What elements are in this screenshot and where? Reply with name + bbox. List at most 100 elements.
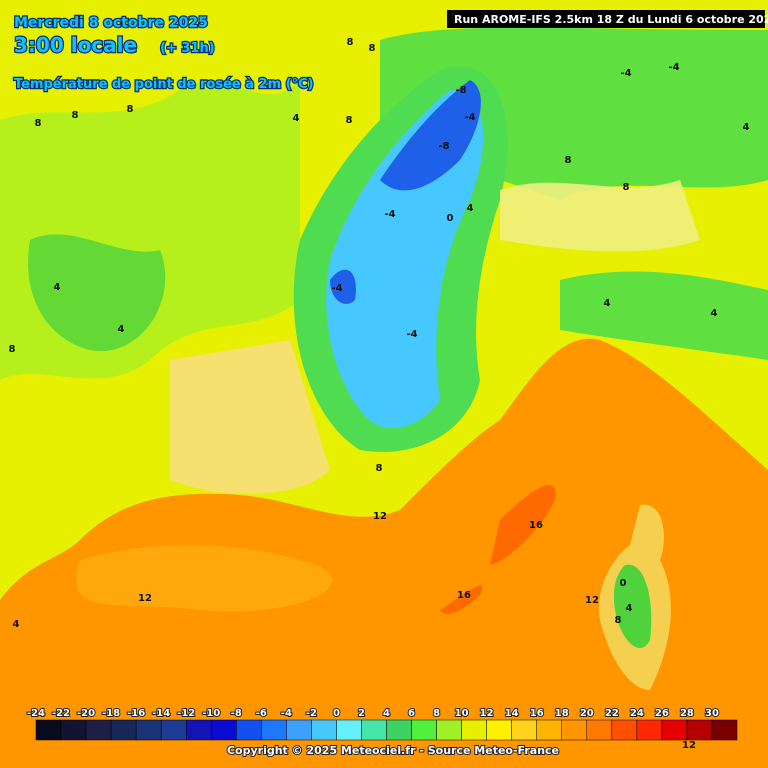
colorbar-swatch bbox=[486, 719, 512, 741]
colorbar-swatch bbox=[436, 719, 462, 741]
colorbar-swatch bbox=[211, 719, 237, 741]
footer: Copyright © 2025 Meteociel.fr - Source M… bbox=[227, 744, 559, 757]
colorbar-label: 4 bbox=[383, 708, 390, 719]
colorbar-label: 26 bbox=[655, 708, 669, 719]
contour-label: 8 bbox=[9, 344, 16, 355]
colorbar-label: -24 bbox=[27, 708, 45, 719]
contour-label: 8 bbox=[623, 182, 630, 193]
colorbar-swatch bbox=[586, 719, 613, 741]
colorbar-label: 20 bbox=[580, 708, 594, 719]
contour-label: 12 bbox=[138, 593, 152, 604]
colorbar-label: 0 bbox=[333, 708, 340, 719]
contour-label: 8 bbox=[346, 115, 353, 126]
run-info: Run AROME-IFS 2.5km 18 Z du Lundi 6 octo… bbox=[454, 13, 768, 26]
colorbar-label: 8 bbox=[433, 708, 440, 719]
colorbar-label: -12 bbox=[177, 708, 195, 719]
colorbar-swatch bbox=[511, 719, 537, 741]
colorbar-label: 14 bbox=[505, 708, 519, 719]
colorbar-swatch bbox=[286, 719, 312, 741]
colorbar-swatch bbox=[135, 719, 162, 741]
contour-label: -4 bbox=[620, 68, 631, 79]
contour-label: 12 bbox=[682, 740, 696, 751]
colorbar-label: 28 bbox=[680, 708, 694, 719]
run-box bbox=[447, 10, 765, 28]
colorbar-label: -20 bbox=[77, 708, 95, 719]
colorbar-label: 16 bbox=[530, 708, 544, 719]
contour-label: 4 bbox=[743, 122, 750, 133]
contour-label: 4 bbox=[118, 324, 125, 335]
contour-label: 8 bbox=[72, 110, 79, 121]
colorbar-swatch bbox=[261, 719, 287, 741]
colorbar-swatch bbox=[686, 719, 713, 741]
contour-label: 8 bbox=[369, 43, 376, 54]
corsica-green bbox=[613, 564, 652, 649]
colorbar-swatch bbox=[311, 719, 337, 741]
colorbar-label: -18 bbox=[102, 708, 120, 719]
colorbar-swatch bbox=[160, 719, 187, 741]
contour-label: 4 bbox=[293, 113, 300, 124]
colorbar-label: 24 bbox=[630, 708, 644, 719]
colorbar-swatch bbox=[636, 719, 663, 741]
colorbar-label: 18 bbox=[555, 708, 569, 719]
date: Mercredi 8 octobre 2025 bbox=[14, 15, 208, 31]
contour-label: 12 bbox=[373, 511, 387, 522]
colorbar-label: 12 bbox=[480, 708, 494, 719]
colorbar-swatch bbox=[185, 719, 212, 741]
apennines bbox=[560, 271, 768, 360]
contour-label: -8 bbox=[438, 141, 449, 152]
colorbar-swatch bbox=[336, 719, 362, 741]
colorbar-swatch bbox=[386, 719, 412, 741]
contour-label: 8 bbox=[376, 463, 383, 474]
contour-label: -8 bbox=[455, 85, 466, 96]
contour-label: 12 bbox=[585, 595, 599, 606]
contour-label: -4 bbox=[384, 209, 395, 220]
green-area bbox=[28, 234, 166, 352]
colorbar-label: -22 bbox=[52, 708, 70, 719]
colorbar-label: 22 bbox=[605, 708, 619, 719]
contour-label: 0 bbox=[447, 213, 454, 224]
colorbar-swatch bbox=[236, 719, 262, 741]
contour-label: 4 bbox=[604, 298, 611, 309]
colorbar-swatch bbox=[461, 719, 487, 741]
contour-label: -4 bbox=[331, 283, 342, 294]
contour-label: 8 bbox=[35, 118, 42, 129]
contour-label: 0 bbox=[620, 578, 627, 589]
colorbar-swatch bbox=[35, 719, 62, 741]
contour-label: 16 bbox=[457, 590, 471, 601]
colorbar-label: -8 bbox=[231, 708, 242, 719]
alps-coldest bbox=[330, 80, 481, 304]
colorbar-label: -6 bbox=[256, 708, 267, 719]
colorbar-swatch bbox=[611, 719, 638, 741]
colorbar-swatch bbox=[661, 719, 688, 741]
colorbar-label: -10 bbox=[202, 708, 220, 719]
alps-cold bbox=[326, 90, 484, 429]
colorbar-swatch bbox=[110, 719, 137, 741]
colorbar-label: 30 bbox=[705, 708, 719, 719]
colorbar-label: 6 bbox=[408, 708, 415, 719]
contour-label: 8 bbox=[127, 104, 134, 115]
colorbar-swatch bbox=[561, 719, 588, 741]
contour-label: -4 bbox=[464, 112, 475, 123]
colorbar-label: 2 bbox=[358, 708, 365, 719]
colorbar-swatch bbox=[536, 719, 563, 741]
colorbar-label: -2 bbox=[306, 708, 317, 719]
colorbar-swatch bbox=[60, 719, 87, 741]
lead-time: (+ 31h) bbox=[160, 41, 215, 56]
colorbar-label: -16 bbox=[127, 708, 145, 719]
rhone-valley bbox=[170, 340, 330, 494]
variable: Température de point de rosée à 2m (°C) bbox=[14, 77, 314, 92]
colorbar-label: -4 bbox=[281, 708, 292, 719]
time: 3:00 locale bbox=[14, 33, 137, 57]
contour-label: 4 bbox=[711, 308, 718, 319]
contour-label: 8 bbox=[615, 615, 622, 626]
contour-label: -4 bbox=[668, 62, 679, 73]
contour-label: 4 bbox=[467, 203, 474, 214]
colorbar-swatch bbox=[411, 719, 437, 741]
colorbar-swatch bbox=[711, 719, 738, 741]
colorbar-label: 10 bbox=[455, 708, 469, 719]
contour-label: 16 bbox=[529, 520, 543, 531]
colorbar-label: -14 bbox=[152, 708, 170, 719]
sea bbox=[0, 338, 768, 768]
colorbar-swatch bbox=[85, 719, 112, 741]
